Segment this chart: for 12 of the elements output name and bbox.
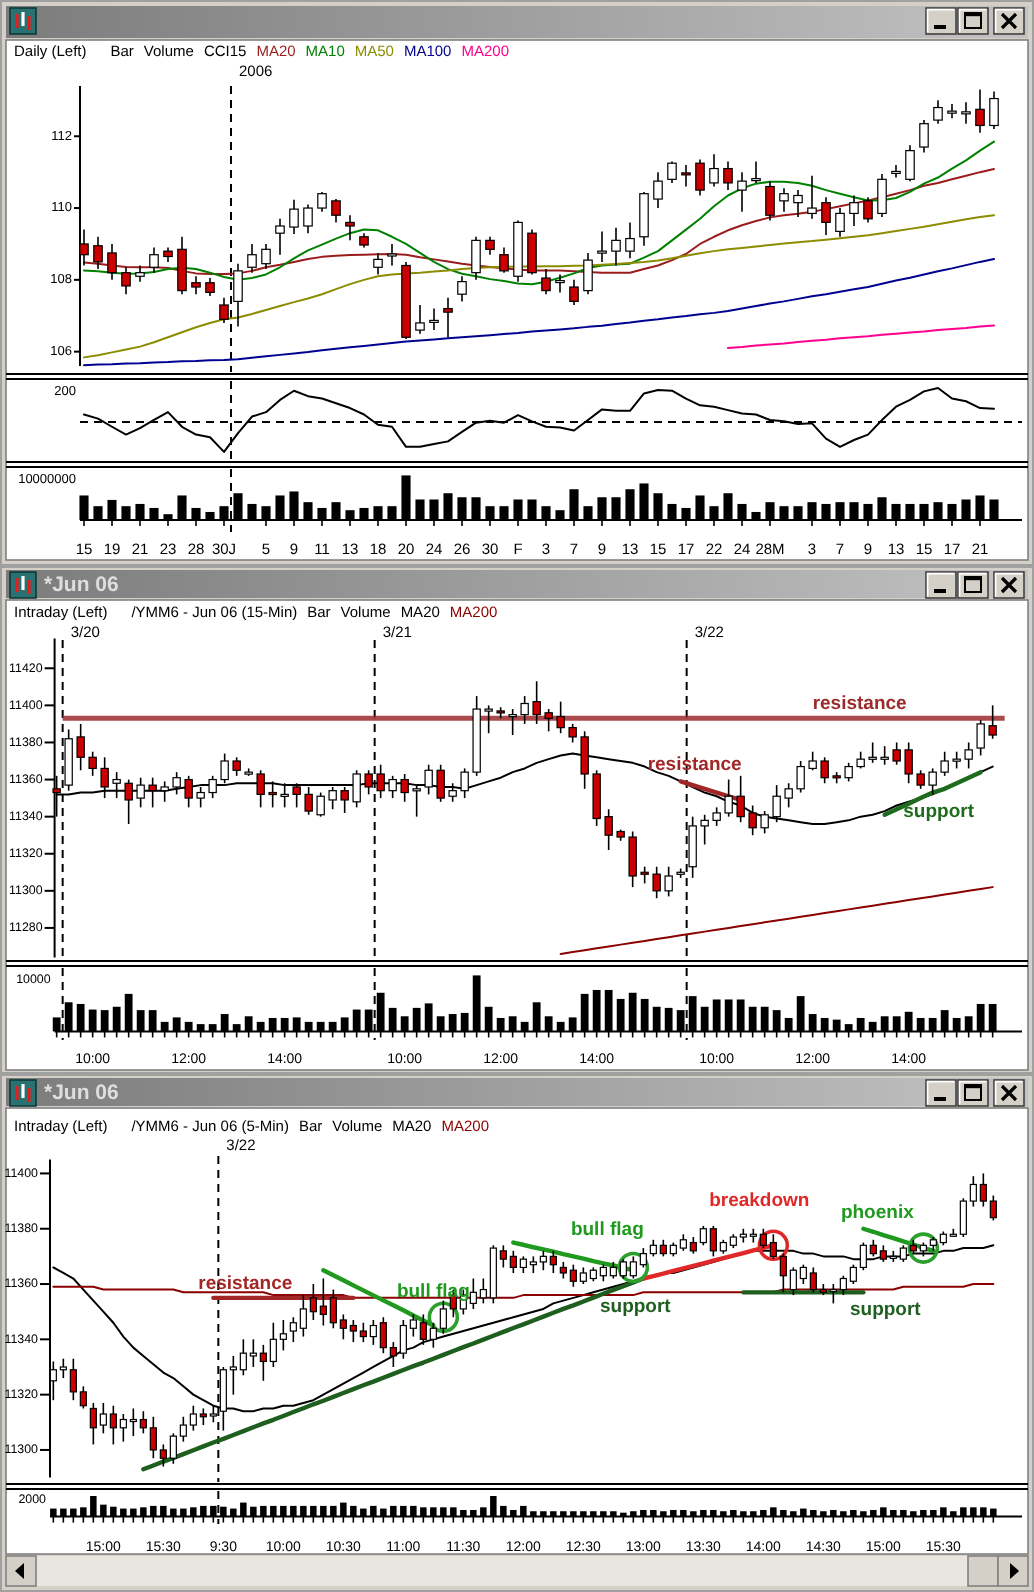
series-label: resistance (647, 754, 742, 777)
text: breakdown (709, 1190, 810, 1213)
series-label: support (599, 1295, 673, 1318)
series-label: bull flag (570, 1219, 645, 1242)
chart-title: *Jun 06 (44, 572, 120, 597)
series-label: support (903, 801, 976, 824)
series-label: phoenix (840, 1201, 916, 1224)
series-label: support (849, 1299, 923, 1322)
series-label: bull flag (396, 1280, 471, 1303)
chart-title: *Jun 06 (44, 1080, 120, 1105)
ref-line-label: resistance (812, 693, 907, 716)
series-label: resistance (198, 1272, 293, 1295)
